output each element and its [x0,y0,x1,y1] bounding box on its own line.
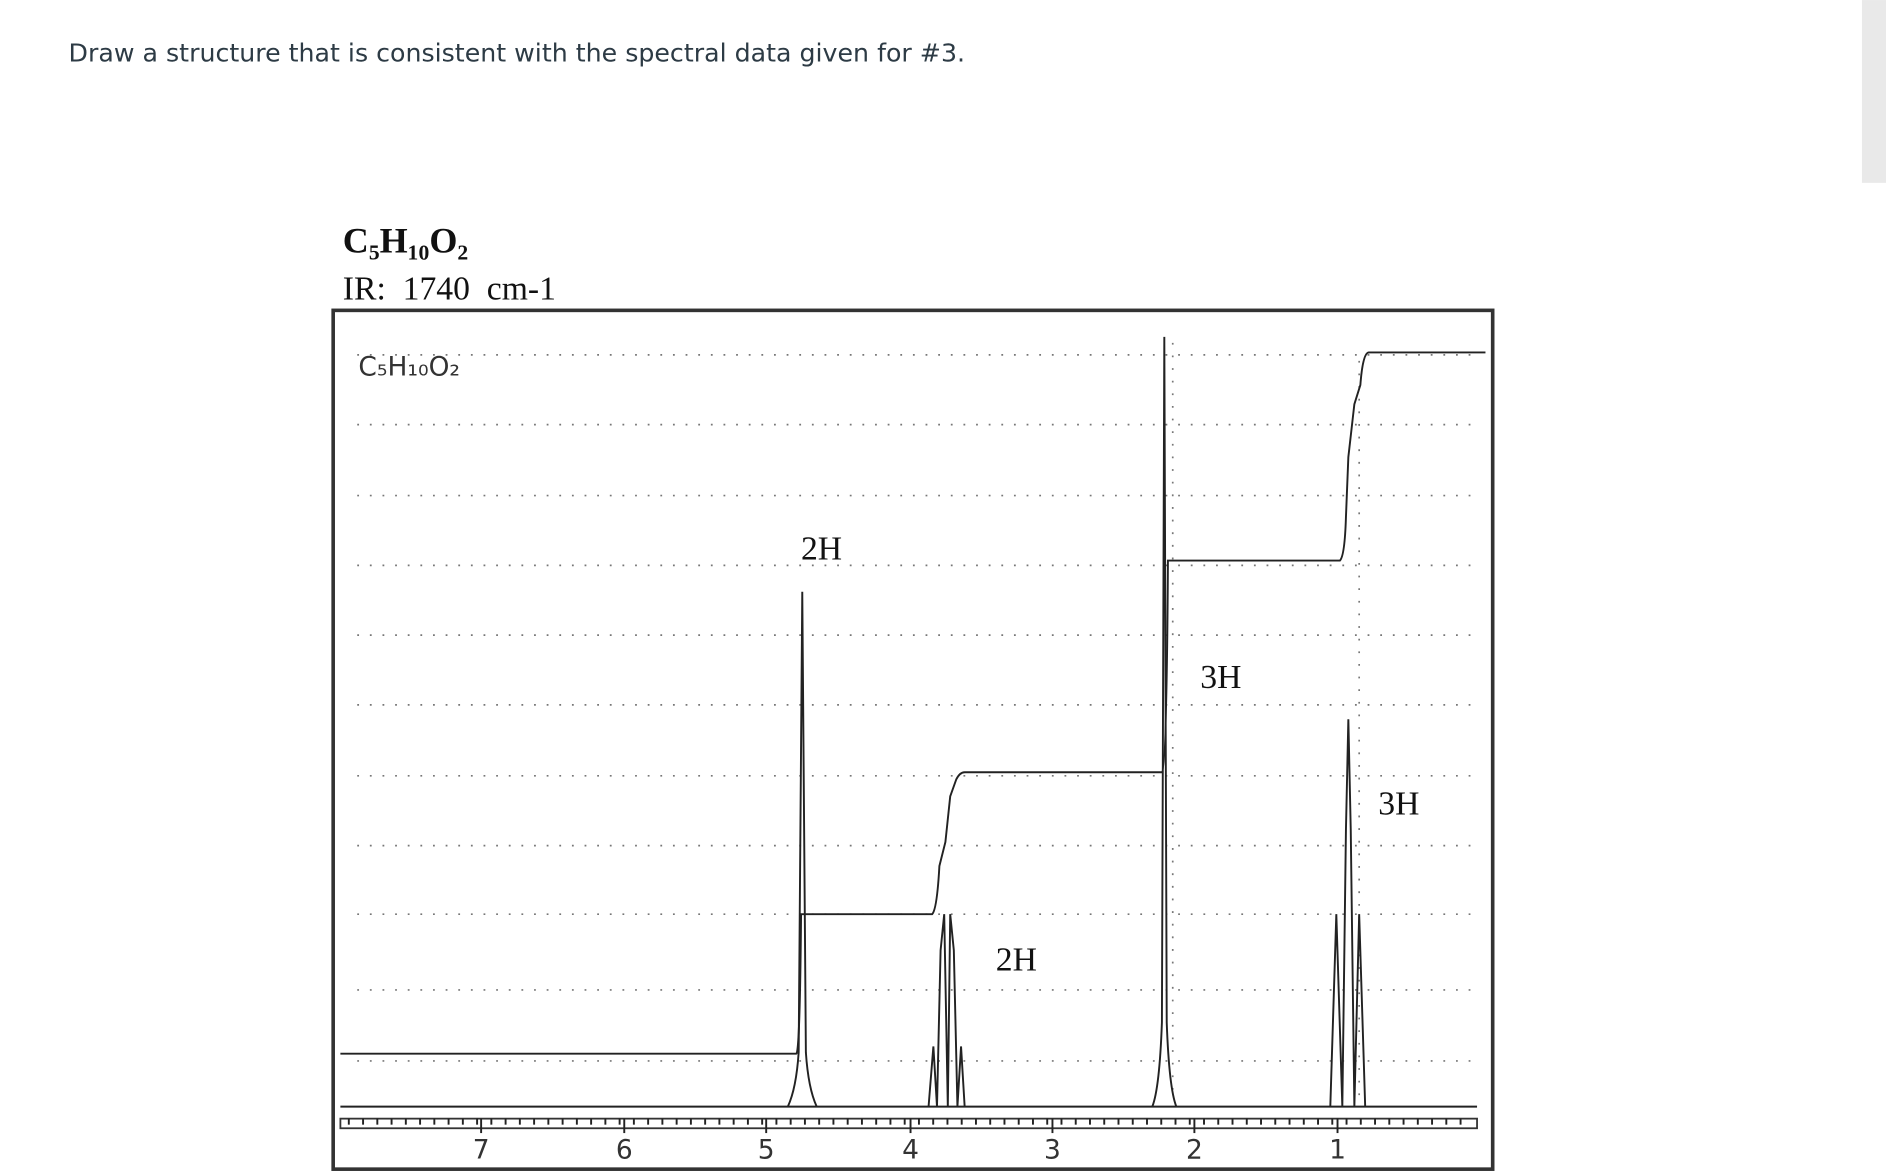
question: Draw a structure that is consistent with… [69,38,966,67]
peak [1151,336,1178,1107]
spectrum-frame [331,308,1495,1171]
scrollbar[interactable] [1861,0,1886,183]
spectrum-formula: C₅H₁₀O₂ [358,351,460,382]
axis-label: 6 [616,1134,633,1165]
integration-label: 3H [1378,785,1419,822]
formula: C₅H₁₀O₂ [343,221,468,261]
axis-bar [339,1117,1478,1130]
integration-labels: 2H 3H 3H 2H [801,530,1419,978]
nmr-spectrum: C₅H₁₀O₂ 7 6 5 4 3 2 1 2H 3H 3H 2H [331,308,1495,1171]
x-axis: 7 6 5 4 3 2 1 [347,1118,1462,1165]
ir-data: IR: 1740 cm-1 [343,271,556,308]
axis-label: 2 [1186,1134,1203,1165]
peak [786,591,818,1108]
axis-label: 4 [902,1134,919,1165]
axis-label: 5 [758,1134,775,1165]
peak [1329,719,1367,1107]
integration-label: 2H [996,942,1037,979]
axis-label: 1 [1329,1134,1346,1165]
integration-label: 3H [1200,659,1241,696]
integration-label: 2H [801,530,842,567]
axis-label: 3 [1044,1134,1061,1165]
axis-label: 7 [473,1134,490,1165]
peak [927,914,966,1107]
